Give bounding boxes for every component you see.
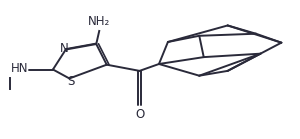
Text: O: O xyxy=(135,108,144,121)
Text: NH₂: NH₂ xyxy=(88,15,110,28)
Text: HN: HN xyxy=(11,62,28,75)
Text: N: N xyxy=(60,42,69,55)
Text: S: S xyxy=(67,75,75,88)
